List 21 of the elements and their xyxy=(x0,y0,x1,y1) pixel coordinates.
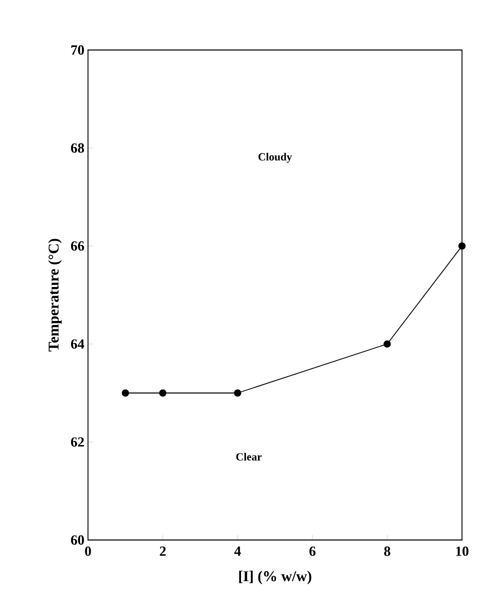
point xyxy=(234,389,242,397)
y-tick-label: 64 xyxy=(71,339,84,349)
x-tick-label: 0 xyxy=(85,546,91,556)
y-axis-title: Temperature (°C) xyxy=(48,238,62,352)
x-axis-title: [I] (% w/w) xyxy=(239,570,312,584)
y-tick-label: 60 xyxy=(71,535,84,545)
x-tick-label: 10 xyxy=(456,546,468,556)
y-tick-label: 70 xyxy=(71,45,84,55)
y-tick-label: 62 xyxy=(71,437,84,447)
y-tick-label: 68 xyxy=(71,143,84,153)
annotation: Cloudy xyxy=(258,152,292,163)
point xyxy=(159,389,166,397)
x-tick-label: 6 xyxy=(309,546,316,556)
y-tick-label: 66 xyxy=(71,241,84,251)
annotation: Clear xyxy=(236,452,262,461)
x-tick-label: 8 xyxy=(384,546,390,556)
x-tick-label: 4 xyxy=(234,546,241,556)
point xyxy=(122,389,130,397)
point xyxy=(458,242,466,250)
point xyxy=(384,340,391,348)
x-tick-label: 2 xyxy=(160,546,166,556)
